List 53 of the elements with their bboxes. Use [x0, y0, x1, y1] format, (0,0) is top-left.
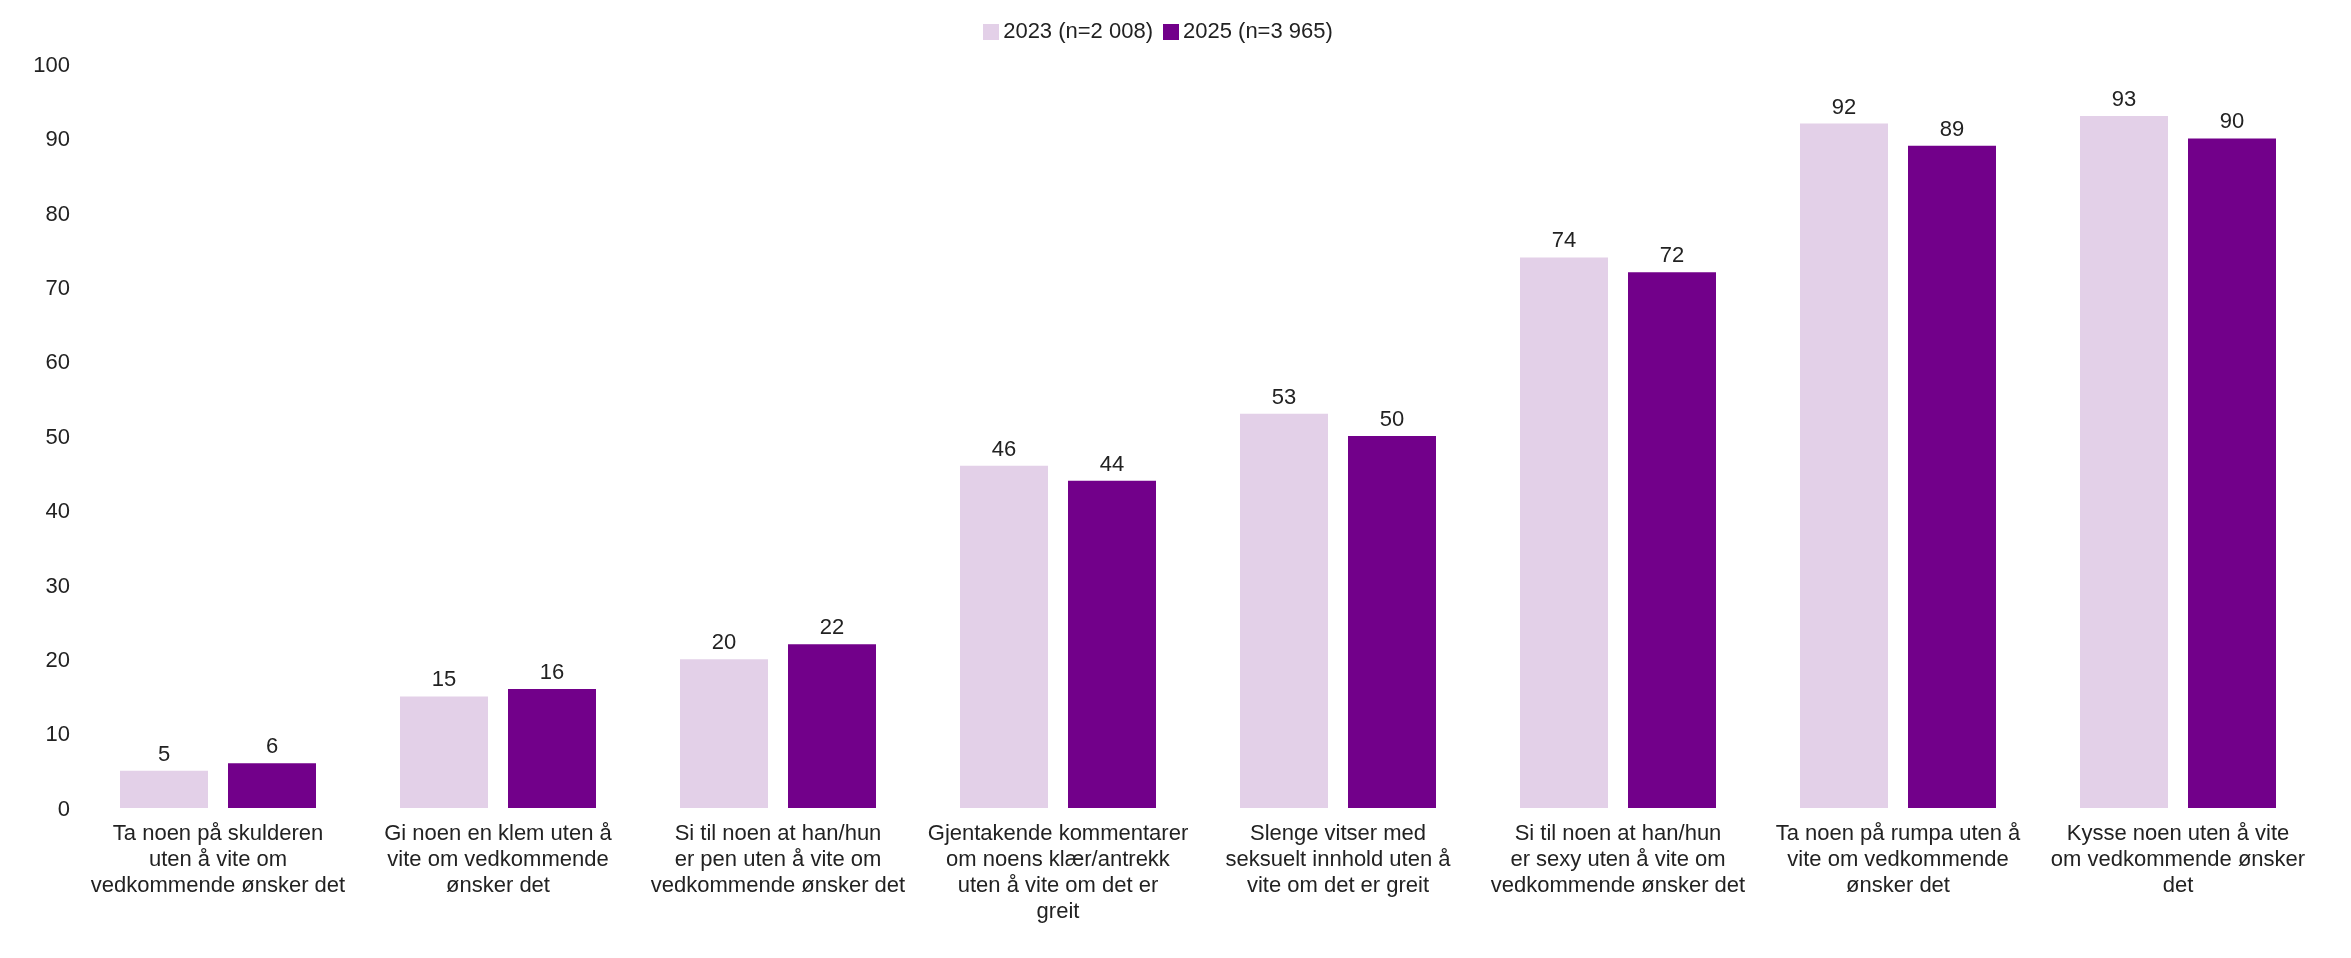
y-tick-label: 20	[45, 647, 70, 673]
data-label: 93	[2111, 86, 2137, 112]
bar	[1908, 145, 1996, 808]
x-tick-label: Si til noen at han/hun er sexy uten å vite om vedkommende ønsker det	[1490, 820, 1746, 897]
y-tick-label: 100	[33, 51, 70, 77]
bar	[788, 644, 876, 808]
y-tick-label: 10	[45, 721, 70, 747]
data-label: 89	[1939, 115, 1965, 141]
y-tick-label: 0	[57, 795, 70, 821]
data-label: 20	[711, 629, 737, 655]
bar	[1348, 436, 1436, 808]
x-tick-label: Ta noen på rumpa uten å vite om vedkommende ønsker det	[1775, 820, 2022, 897]
data-label: 5	[157, 740, 171, 766]
data-label: 15	[431, 666, 457, 692]
x-tick-label: Gjentakende kommentarer om noens klær/antrekk uten å vite om det er greit	[927, 820, 1189, 923]
y-tick-label: 90	[45, 126, 70, 152]
data-label: 46	[991, 435, 1017, 461]
data-label: 6	[265, 733, 279, 759]
y-tick-label: 60	[45, 349, 70, 375]
bar	[120, 770, 208, 808]
data-label: 22	[819, 614, 845, 640]
x-tick-label: Gi noen en klem uten å vite om vedkommende ønsker det	[384, 820, 613, 897]
y-tick-label: 80	[45, 200, 70, 226]
bar	[1240, 413, 1328, 808]
y-tick-label: 30	[45, 572, 70, 598]
bar	[1628, 272, 1716, 808]
data-label: 90	[2219, 108, 2245, 134]
data-label: 74	[1551, 227, 1577, 253]
y-tick-label: 40	[45, 498, 70, 524]
legend-label: 2025 (n=3 965)	[1183, 18, 1333, 43]
x-tick-label: Kysse noen uten å vite om vedkommende ønsker det	[2050, 820, 2306, 897]
bar	[400, 696, 488, 808]
bar	[1800, 123, 1888, 808]
bar	[228, 763, 316, 808]
bar	[1520, 257, 1608, 808]
data-label: 72	[1659, 242, 1685, 268]
data-label: 50	[1379, 406, 1405, 431]
bar	[960, 465, 1048, 808]
data-label: 44	[1099, 450, 1125, 476]
data-label: 53	[1271, 383, 1297, 409]
bar	[1068, 480, 1156, 808]
bar	[2080, 116, 2168, 808]
bar	[2188, 138, 2276, 808]
y-tick-label: 50	[45, 423, 70, 449]
x-tick-label: Ta noen på skulderen uten å vite om vedkommende ønsker det	[90, 820, 346, 897]
bar	[508, 688, 596, 808]
legend-label: 2023 (n=2 008)	[1003, 18, 1153, 43]
x-tick-label: Si til noen at han/hun er pen uten å vite om vedkommende ønsker det	[650, 820, 906, 897]
x-tick-label: Slenge vitser med seksuelt innhold uten å vite om det er greit	[1225, 820, 1452, 897]
bar	[680, 659, 768, 808]
data-label: 16	[539, 658, 565, 684]
data-label: 92	[1831, 93, 1857, 119]
y-tick-label: 70	[45, 275, 70, 301]
